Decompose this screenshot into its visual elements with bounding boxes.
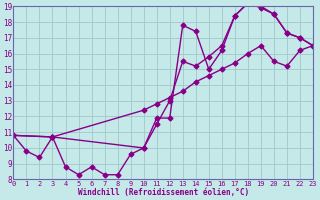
X-axis label: Windchill (Refroidissement éolien,°C): Windchill (Refroidissement éolien,°C) xyxy=(78,188,249,197)
